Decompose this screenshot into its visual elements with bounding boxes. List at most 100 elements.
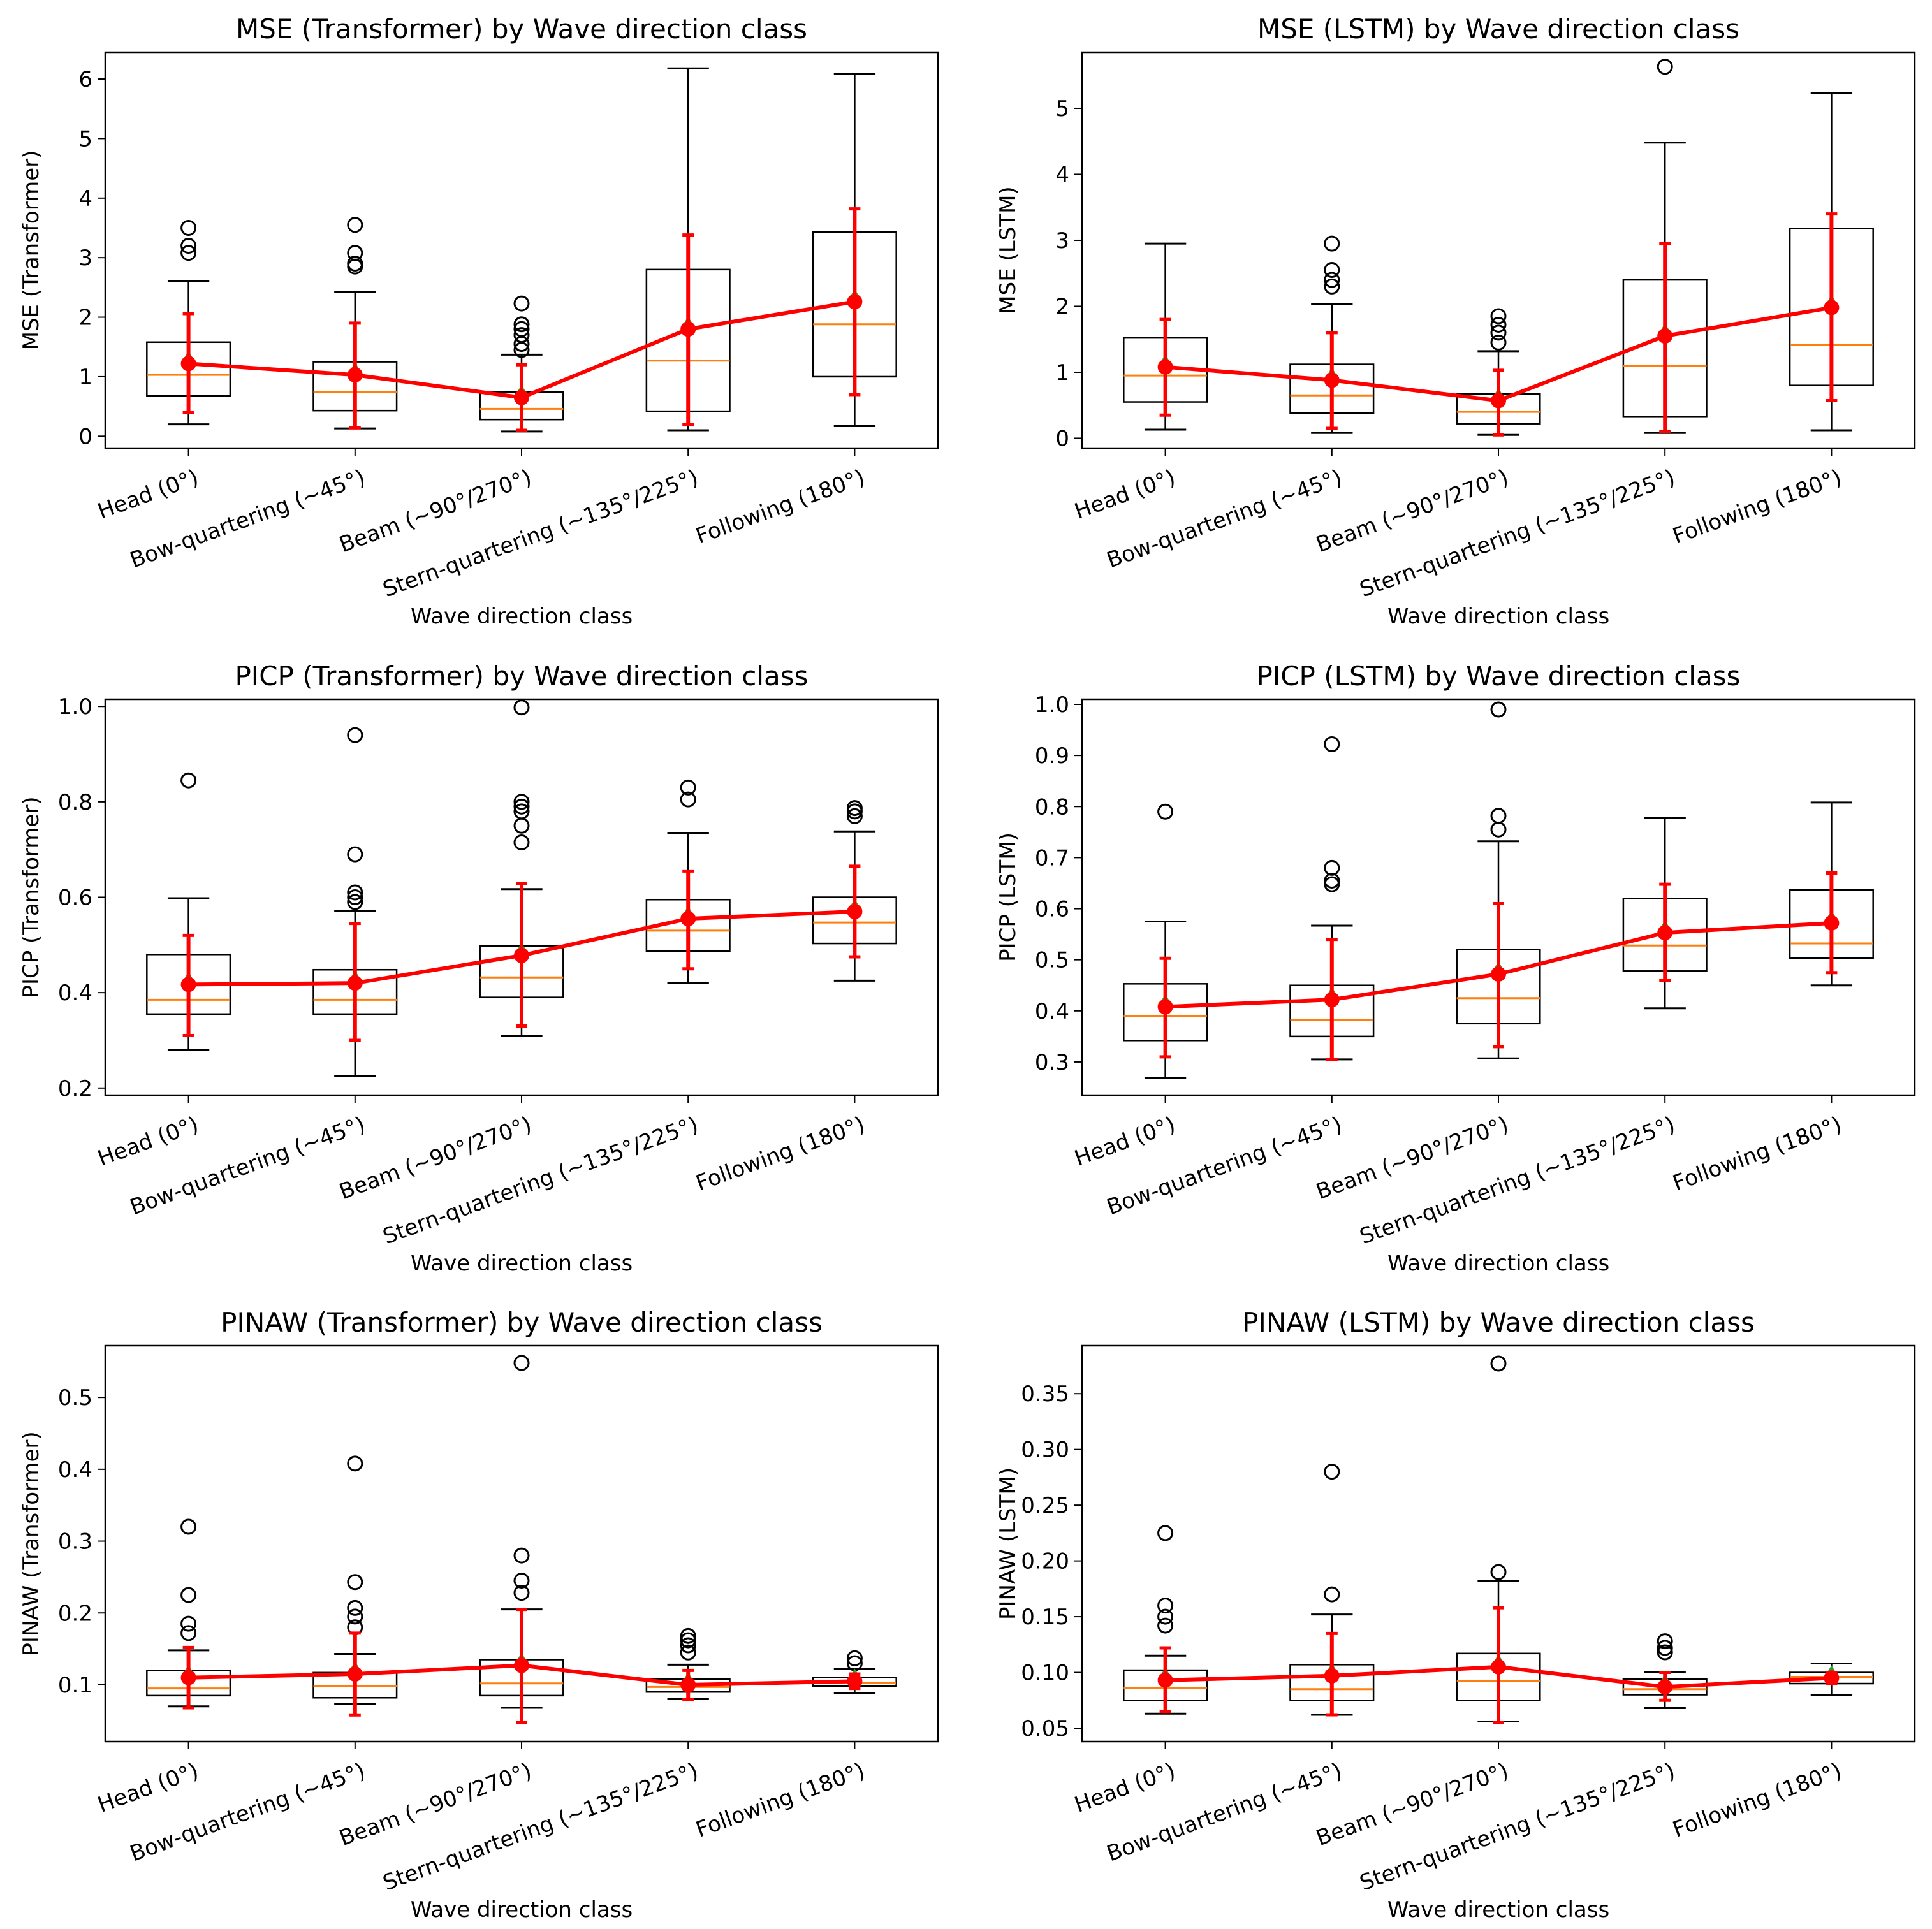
chart-panel: PICP (Transformer) by Wave direction cla…	[18, 660, 939, 1276]
y-tick-label: 3	[78, 245, 92, 271]
outlier-point	[347, 1455, 363, 1472]
chart-title: MSE (Transformer) by Wave direction clas…	[236, 13, 807, 45]
x-tick-label: Head (0°)	[94, 1112, 202, 1172]
x-axis-label: Wave direction class	[1387, 1897, 1609, 1923]
y-axis-label: MSE (Transformer)	[18, 150, 44, 351]
mean-point	[347, 1666, 363, 1682]
x-tick-label: Stern-quartering (~135°/225°)	[1356, 465, 1678, 602]
outlier-point	[513, 321, 530, 337]
outlier-point	[180, 1625, 197, 1641]
outlier-point	[347, 1574, 363, 1591]
x-tick-label: Head (0°)	[94, 1758, 202, 1818]
y-tick-label: 2	[78, 305, 92, 331]
outlier-point	[1657, 1640, 1673, 1656]
chart-panel: MSE (LSTM) by Wave direction class 0 1 2 3 4 5…	[995, 13, 1916, 629]
outlier-point	[1157, 1617, 1174, 1634]
x-axis-label: Wave direction class	[1387, 1251, 1609, 1276]
outlier-point	[347, 1608, 363, 1625]
mean-point	[1324, 992, 1340, 1008]
outlier-point	[680, 1627, 696, 1644]
outlier-point	[1490, 808, 1507, 824]
outlier-point	[347, 889, 363, 905]
outlier-point	[1490, 1564, 1507, 1580]
y-tick-label: 0.30	[1021, 1438, 1069, 1463]
x-tick-label: Head (0°)	[1071, 1112, 1179, 1172]
mean-point	[1324, 372, 1340, 388]
chart-panel: PICP (LSTM) by Wave direction class 0.3 0.…	[995, 660, 1916, 1276]
outlier-point	[680, 1644, 696, 1661]
mean-point	[847, 903, 863, 919]
y-tick-label: 3	[1055, 228, 1069, 254]
y-axis-label: PICP (Transformer)	[18, 796, 44, 998]
outlier-point	[180, 772, 197, 789]
outlier-point	[1324, 736, 1340, 753]
y-tick-label: 5	[1055, 96, 1069, 122]
mean-point	[1657, 925, 1673, 941]
x-tick-label: Following (180°)	[1669, 1758, 1845, 1843]
y-tick-label: 0	[78, 424, 92, 449]
chart-panel: PINAW (Transformer) by Wave direction cl…	[18, 1307, 939, 1923]
outlier-point	[347, 245, 363, 261]
x-tick-label: Stern-quartering (~135°/225°)	[1356, 1112, 1678, 1249]
x-tick-label: Stern-quartering (~135°/225°)	[379, 465, 701, 602]
outlier-point	[1324, 278, 1340, 295]
outlier-point	[347, 884, 363, 901]
outlier-point	[1490, 316, 1507, 333]
outlier-point	[680, 1632, 696, 1649]
axes-frame	[104, 698, 939, 1096]
y-tick-label: 0.8	[1035, 794, 1069, 820]
outlier-point	[1157, 1525, 1174, 1541]
outlier-point	[513, 295, 530, 312]
mean-point	[514, 1657, 529, 1673]
outlier-point	[513, 834, 530, 850]
outlier-point	[513, 1355, 530, 1371]
outlier-point	[513, 699, 530, 716]
mean-point	[514, 947, 529, 963]
y-tick-label: 0.4	[1035, 999, 1069, 1024]
y-tick-label: 4	[78, 186, 92, 212]
outlier-point	[180, 245, 197, 261]
mean-point	[847, 1673, 863, 1689]
y-tick-label: 0.5	[1035, 948, 1069, 973]
chart-title: PINAW (Transformer) by Wave direction cl…	[221, 1307, 823, 1338]
outlier-point	[1657, 59, 1673, 75]
outlier-point	[347, 846, 363, 863]
outlier-point	[513, 803, 530, 820]
y-axis-label: PINAW (Transformer)	[18, 1431, 44, 1656]
axes-frame	[104, 1344, 939, 1743]
y-tick-label: 0	[1055, 426, 1069, 451]
mean-point	[1157, 359, 1173, 375]
x-tick-label: Stern-quartering (~135°/225°)	[379, 1112, 701, 1249]
outlier-point	[513, 1547, 530, 1564]
outlier-point	[347, 894, 363, 910]
outlier-point	[1490, 308, 1507, 324]
outlier-point	[513, 794, 530, 810]
mean-point	[680, 321, 696, 337]
mean-point	[1491, 1659, 1506, 1675]
y-tick-label: 1	[1055, 360, 1069, 386]
mean-point	[180, 356, 196, 372]
y-tick-label: 0.1	[58, 1673, 92, 1698]
outlier-point	[513, 327, 530, 344]
y-tick-label: 0.20	[1021, 1549, 1069, 1575]
mean-point	[847, 294, 863, 310]
axes-frame	[1081, 51, 1916, 449]
x-axis-label: Wave direction class	[1387, 604, 1609, 629]
outlier-point	[680, 779, 696, 796]
outlier-point	[180, 1518, 197, 1535]
outlier-point	[680, 791, 696, 808]
outlier-point	[1324, 859, 1340, 876]
y-tick-label: 0.15	[1021, 1605, 1069, 1630]
outlier-point	[513, 798, 530, 815]
y-tick-label: 2	[1055, 294, 1069, 319]
mean-point	[1157, 999, 1173, 1015]
mean-point	[347, 367, 363, 383]
x-tick-label: Head (0°)	[94, 465, 202, 525]
outlier-point	[513, 316, 530, 333]
y-tick-label: 0.2	[58, 1076, 92, 1102]
outlier-point	[680, 1637, 696, 1654]
mean-point	[1324, 1668, 1340, 1684]
y-tick-label: 0.10	[1021, 1661, 1069, 1686]
y-tick-label: 0.6	[58, 885, 92, 911]
axes-frame	[1081, 698, 1916, 1096]
